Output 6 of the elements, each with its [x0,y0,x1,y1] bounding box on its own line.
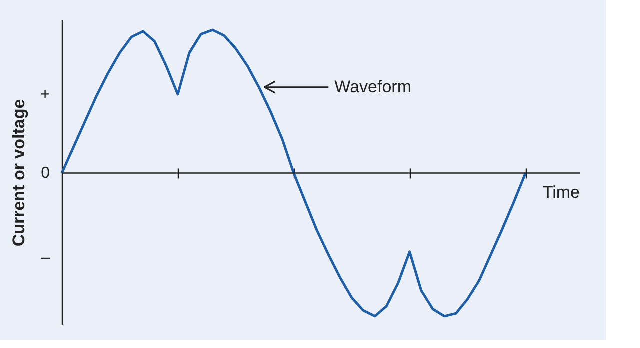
annotation: Waveform [334,77,412,96]
text: – [41,250,50,267]
x-axis-title: Time [542,183,580,202]
text: + [40,86,50,104]
y-axis-title: Current or voltage [10,99,28,247]
text: 0 [41,165,50,182]
